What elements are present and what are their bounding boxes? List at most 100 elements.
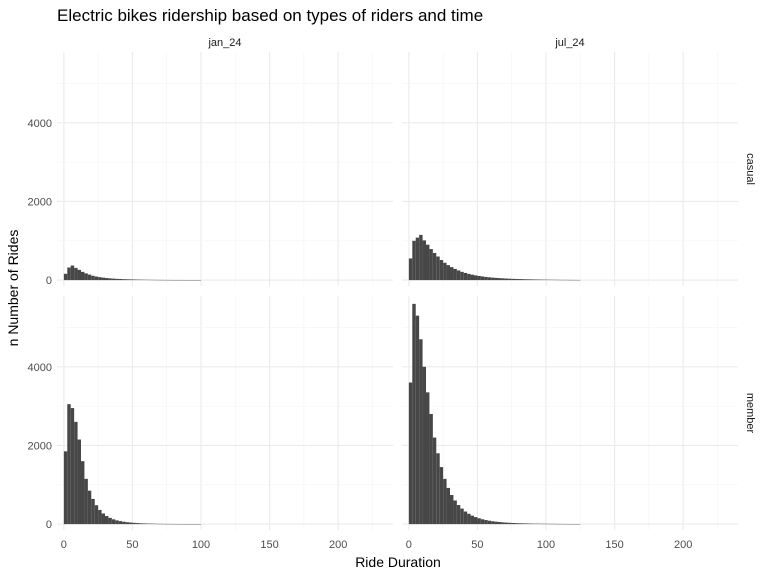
histogram-bar-jul_24-casual bbox=[463, 272, 468, 281]
histogram-bar-jul_24-member bbox=[498, 522, 502, 525]
histogram-bar-jan_24-member bbox=[129, 522, 133, 525]
histogram-bar-jul_24-member bbox=[480, 519, 485, 525]
x-tick-label: 200 bbox=[674, 539, 692, 551]
histogram-bar-jan_24-member bbox=[101, 513, 105, 525]
histogram-bar-jul_24-casual bbox=[518, 279, 522, 281]
histogram-bar-jul_24-member bbox=[501, 522, 505, 525]
histogram-bar-jul_24-casual bbox=[501, 278, 505, 281]
histogram-bar-jan_24-casual bbox=[94, 276, 99, 281]
histogram-bar-jul_24-casual bbox=[515, 278, 519, 281]
y-axis-title: n Number of Rides bbox=[5, 230, 21, 347]
histogram-bar-jul_24-casual bbox=[539, 279, 543, 281]
histogram-bar-jul_24-casual bbox=[491, 277, 495, 281]
bars-layer bbox=[63, 234, 581, 525]
y-tick-label: 0 bbox=[46, 275, 52, 287]
histogram-bar-jan_24-member bbox=[118, 521, 123, 525]
x-axis-title: Ride Duration bbox=[355, 554, 441, 570]
x-tick-label: 0 bbox=[406, 539, 412, 551]
histogram-bar-jan_24-member bbox=[84, 478, 88, 525]
histogram-bar-jan_24-casual bbox=[135, 279, 140, 281]
histogram-bar-jul_24-member bbox=[511, 522, 516, 525]
histogram-bar-jan_24-member bbox=[135, 523, 140, 525]
histogram-bar-jan_24-member bbox=[142, 523, 147, 525]
histogram-bar-jan_24-member bbox=[77, 439, 81, 525]
histogram-bar-jul_24-member bbox=[487, 520, 492, 525]
histogram-bar-jul_24-member bbox=[439, 467, 444, 525]
histogram-bar-jan_24-member bbox=[67, 404, 71, 525]
histogram-bar-jul_24-member bbox=[450, 494, 454, 525]
histogram-bar-jul_24-member bbox=[522, 523, 526, 525]
histogram-bar-jul_24-casual bbox=[453, 268, 457, 281]
histogram-bar-jul_24-member bbox=[477, 518, 481, 525]
facet-column-label: jan_24 bbox=[207, 37, 241, 49]
histogram-bar-jan_24-member bbox=[81, 461, 85, 525]
histogram-bar-jan_24-casual bbox=[74, 267, 78, 281]
histogram-bar-jan_24-casual bbox=[105, 278, 109, 281]
histogram-bar-jul_24-member bbox=[508, 522, 512, 525]
histogram-bar-jul_24-casual bbox=[480, 276, 485, 281]
histogram-bar-jul_24-casual bbox=[419, 234, 423, 281]
histogram-bar-jul_24-member bbox=[453, 500, 457, 525]
histogram-bar-jan_24-member bbox=[125, 522, 129, 525]
facet-row-label: member bbox=[744, 393, 756, 434]
histogram-bar-jul_24-member bbox=[456, 505, 461, 525]
histogram-bar-jul_24-casual bbox=[443, 262, 447, 281]
histogram-bar-jan_24-member bbox=[94, 505, 99, 525]
histogram-bar-jul_24-member bbox=[408, 382, 413, 525]
histogram-bar-jul_24-casual bbox=[470, 274, 474, 281]
histogram-bar-jan_24-casual bbox=[67, 267, 71, 281]
histogram-bar-jul_24-casual bbox=[528, 279, 533, 281]
histogram-bar-jul_24-casual bbox=[494, 277, 498, 281]
x-tick-label: 150 bbox=[260, 539, 278, 551]
histogram-bar-jul_24-casual bbox=[525, 279, 529, 281]
histogram-bar-jan_24-member bbox=[105, 516, 109, 525]
y-tick-label: 2000 bbox=[28, 440, 52, 452]
histogram-bar-jul_24-member bbox=[484, 520, 488, 525]
x-tick-label: 50 bbox=[126, 539, 138, 551]
histogram-bar-jul_24-casual bbox=[436, 256, 440, 281]
histogram-bar-jan_24-casual bbox=[98, 277, 102, 281]
histogram-bar-jan_24-member bbox=[91, 498, 95, 525]
histogram-bar-jul_24-casual bbox=[532, 279, 536, 281]
y-tick-label: 4000 bbox=[28, 362, 52, 374]
histogram-bar-jul_24-member bbox=[470, 515, 474, 525]
histogram-bar-jul_24-member bbox=[443, 478, 447, 525]
facet-row-label: casual bbox=[744, 153, 756, 185]
histogram-bar-jul_24-casual bbox=[484, 276, 488, 281]
x-tick-label: 100 bbox=[537, 539, 555, 551]
histogram-bar-jul_24-casual bbox=[487, 277, 492, 281]
histogram-bar-jan_24-member bbox=[115, 520, 119, 525]
histogram-bar-jan_24-casual bbox=[77, 269, 81, 281]
histogram-bar-jul_24-member bbox=[412, 303, 416, 525]
histogram-bar-jul_24-casual bbox=[450, 267, 454, 281]
histogram-bar-jan_24-member bbox=[63, 451, 68, 525]
histogram-bar-jul_24-member bbox=[446, 487, 450, 525]
histogram-bar-jan_24-casual bbox=[108, 278, 112, 281]
histogram-bar-jul_24-member bbox=[460, 508, 464, 525]
histogram-bar-jul_24-casual bbox=[412, 240, 416, 281]
panel-grid-layer bbox=[57, 52, 738, 530]
histogram-bar-jul_24-casual bbox=[408, 258, 413, 281]
histogram-bar-jan_24-member bbox=[108, 517, 112, 525]
histogram-bar-jan_24-member bbox=[111, 519, 116, 525]
histogram-bar-jan_24-member bbox=[87, 490, 92, 525]
histogram-bar-jan_24-casual bbox=[63, 273, 68, 281]
histogram-bar-jul_24-member bbox=[467, 513, 471, 525]
histogram-bar-jan_24-casual bbox=[122, 279, 126, 281]
histogram-bar-jul_24-casual bbox=[504, 278, 509, 281]
histogram-bar-jul_24-casual bbox=[498, 278, 502, 281]
histogram-bar-jan_24-member bbox=[132, 522, 136, 525]
histogram-bar-jan_24-member bbox=[122, 521, 126, 525]
x-tick-label: 0 bbox=[61, 539, 67, 551]
histogram-bar-jan_24-member bbox=[70, 408, 75, 525]
histogram-bar-jan_24-casual bbox=[91, 275, 95, 281]
histogram-bar-jul_24-casual bbox=[426, 244, 430, 281]
histogram-bar-jul_24-casual bbox=[429, 249, 433, 281]
x-tick-label: 100 bbox=[192, 539, 210, 551]
histogram-bar-jan_24-casual bbox=[111, 278, 116, 281]
histogram-bar-jul_24-member bbox=[429, 413, 433, 525]
histogram-bar-jul_24-casual bbox=[535, 279, 540, 281]
histogram-bar-jul_24-member bbox=[426, 392, 430, 525]
histogram-bar-jul_24-member bbox=[422, 366, 426, 525]
